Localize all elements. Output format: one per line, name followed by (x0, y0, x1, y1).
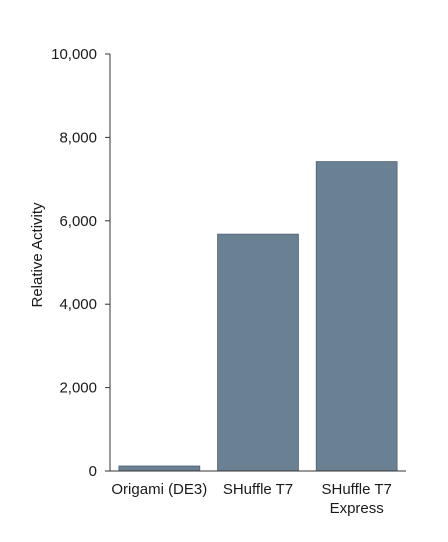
y-tick-label: 6,000 (59, 213, 97, 230)
bar (118, 465, 201, 472)
x-category-label: SHuffle T7 (223, 481, 293, 498)
x-category-label: Express (330, 500, 384, 517)
y-tick-label: 10,000 (51, 46, 97, 63)
y-tick-label: 0 (89, 463, 97, 480)
x-category-label: SHuffle T7 (322, 481, 392, 498)
x-category-label: Origami (DE3) (111, 481, 207, 498)
y-tick-label: 2,000 (59, 380, 97, 397)
axes-group (109, 54, 406, 472)
bars-group (118, 161, 398, 472)
y-axis-title: Relative Activity (29, 202, 46, 308)
y-tick-label: 4,000 (59, 296, 97, 313)
bar (217, 233, 299, 472)
x-labels-group: Origami (DE3) SHuffle T7 SHuffle T7 Express (111, 481, 391, 517)
y-tick-label: 8,000 (59, 129, 97, 146)
y-ticks-group: 0 2,000 4,000 6,000 8,000 10,000 (51, 46, 110, 480)
bar (315, 161, 398, 472)
